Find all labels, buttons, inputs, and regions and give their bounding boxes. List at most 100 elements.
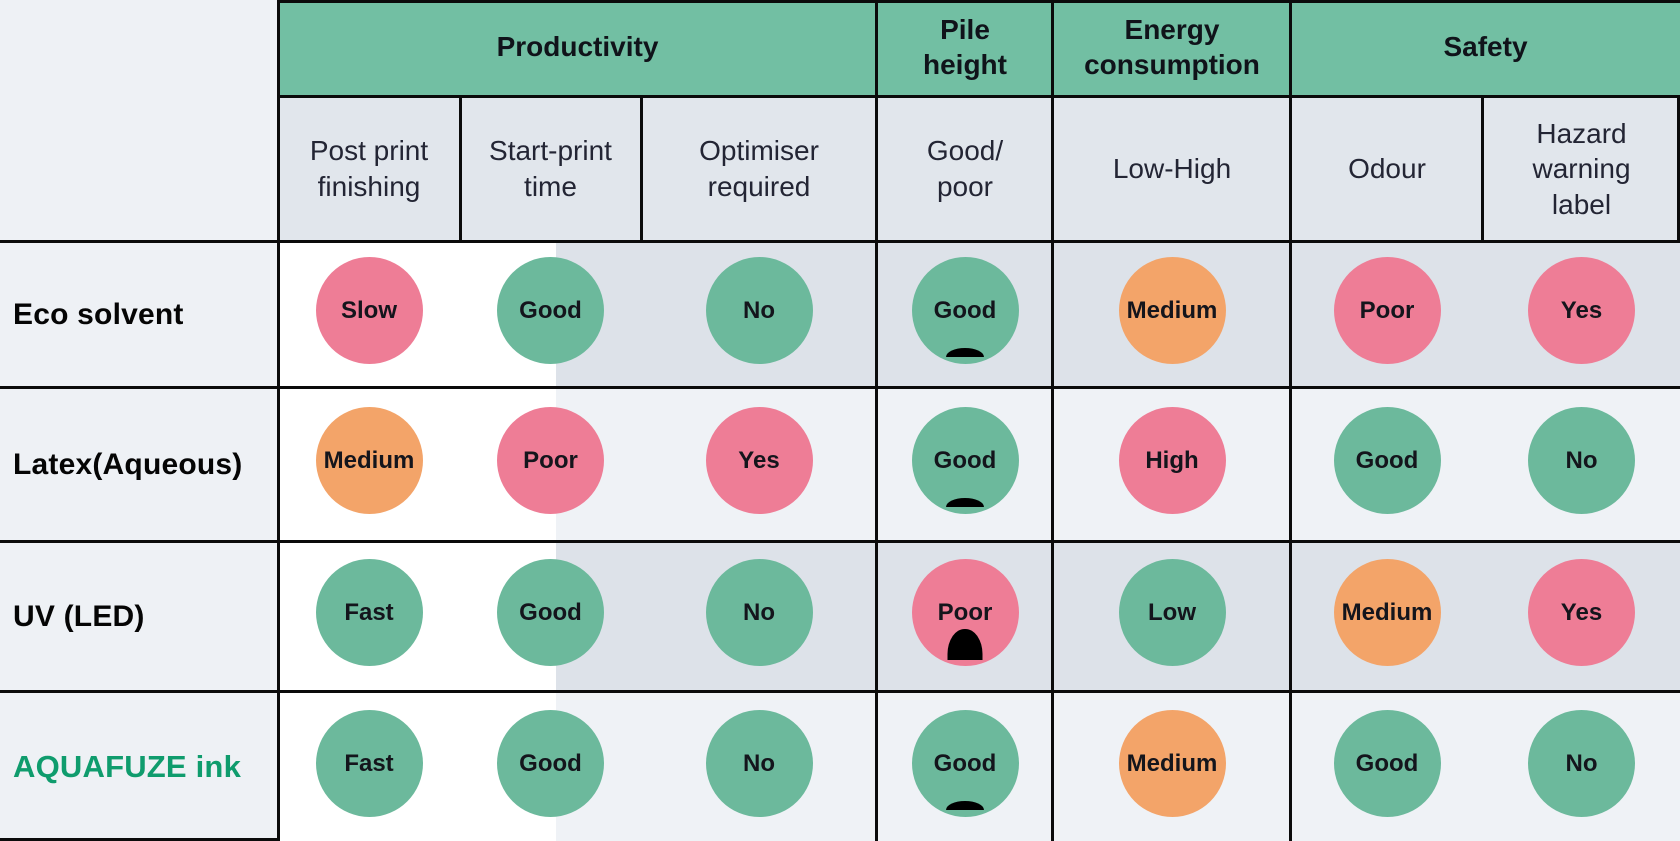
cell-eco-solvent-post-print-finishing: Slow (278, 243, 460, 386)
horizontal-grid-line (0, 540, 1680, 543)
rating-circle-bad: Poor (1333, 257, 1441, 364)
subheader-good-poor: Good/ poor (926, 135, 1004, 202)
rating-circle-good: Good (497, 257, 604, 364)
cell-aquafuze-ink-optimiser-required: No (641, 693, 877, 841)
rating-circle-good: No (705, 710, 813, 817)
cell-latex-aqueous-start-print-time: Poor (460, 389, 641, 540)
cell-uv-led-post-print-finishing: Fast (278, 543, 460, 690)
horizontal-grid-line (0, 690, 1680, 693)
vertical-grid-line (277, 0, 280, 841)
group-header-background (278, 0, 1680, 95)
rating-circle-good: Fast (315, 710, 423, 817)
rating-circle-bad: Poor (497, 407, 604, 514)
rating-text: Yes (738, 446, 780, 474)
pile-height-indicator-low (946, 348, 984, 357)
subheader-optimiser-required: Optimiser required (699, 135, 819, 202)
rating-circle-medium: Medium (1118, 710, 1226, 817)
cell-uv-led-odour: Medium (1291, 543, 1483, 690)
rating-text: Medium (1341, 598, 1433, 626)
rating-circle-medium: Medium (1118, 257, 1226, 364)
vertical-grid-line (459, 95, 462, 243)
cell-latex-aqueous-low-high: High (1053, 389, 1291, 540)
pile-height-indicator-high (947, 629, 983, 660)
rating-text: No (1565, 749, 1598, 777)
cell-aquafuze-ink-low-high: Medium (1053, 693, 1291, 841)
horizontal-grid-line (278, 95, 1680, 98)
subheader-background (278, 95, 1680, 243)
vertical-grid-line (1051, 0, 1054, 841)
rating-circle-medium: Medium (315, 407, 423, 514)
rating-circle-bad: Slow (315, 257, 423, 364)
cell-aquafuze-ink-start-print-time: Good (460, 693, 641, 841)
cell-uv-led-hazard-warning-label: Yes (1483, 543, 1680, 690)
vertical-grid-line (1481, 95, 1484, 243)
horizontal-grid-line (0, 240, 1680, 243)
cell-uv-led-good-poor: Poor (877, 543, 1053, 690)
subheader-low-high: Low-High (1112, 153, 1232, 185)
rating-text: Yes (1560, 598, 1603, 626)
rating-text: Poor (1359, 296, 1415, 324)
cell-latex-aqueous-optimiser-required: Yes (641, 389, 877, 540)
subheader-post-print-finishing: Post print finishing (309, 135, 429, 202)
pile-height-indicator-low (946, 498, 984, 507)
row-label-aquafuze-ink: AQUAFUZE ink (13, 749, 242, 784)
rating-text: Yes (1560, 296, 1603, 324)
rating-text: Good (519, 749, 582, 777)
cell-uv-led-low-high: Low (1053, 543, 1291, 690)
cell-aquafuze-ink-good-poor: Good (877, 693, 1053, 841)
row-label-eco-solvent: Eco solvent (13, 297, 184, 331)
rating-circle-good: Fast (315, 559, 423, 666)
rating-circle-bad: Yes (1528, 559, 1635, 666)
rating-text: Good (933, 446, 997, 474)
cell-latex-aqueous-good-poor: Good (877, 389, 1053, 540)
vertical-grid-line (1677, 95, 1680, 243)
rating-text: Good (519, 296, 582, 324)
rating-text: Medium (1126, 749, 1218, 777)
rating-circle-bad: High (1118, 407, 1226, 514)
cell-eco-solvent-optimiser-required: No (641, 243, 877, 386)
rating-text: Slow (340, 296, 397, 324)
rating-text: Poor (937, 598, 993, 626)
row-label-column-background (0, 0, 278, 841)
rating-text: No (743, 296, 775, 324)
rating-text: Medium (1126, 296, 1218, 324)
cell-latex-aqueous-odour: Good (1291, 389, 1483, 540)
cell-aquafuze-ink-post-print-finishing: Fast (278, 693, 460, 841)
rating-text: Good (519, 598, 582, 626)
cell-uv-led-start-print-time: Good (460, 543, 641, 690)
rating-circle-good: Good (497, 710, 604, 817)
rating-text: Poor (523, 446, 578, 474)
rating-circle-bad: Yes (705, 407, 813, 514)
subheader-odour: Odour (1348, 153, 1426, 185)
cell-latex-aqueous-hazard-warning-label: No (1483, 389, 1680, 540)
rating-text: No (743, 598, 775, 626)
group-header-energy-consumption: Energy consumption (1084, 14, 1260, 80)
rating-circle-good: No (1528, 407, 1635, 514)
rating-text: Fast (344, 598, 394, 626)
group-header-safety: Safety (1443, 31, 1528, 63)
group-header-productivity: Productivity (496, 31, 659, 63)
rating-circle-good: No (705, 559, 813, 666)
cell-aquafuze-ink-odour: Good (1291, 693, 1483, 841)
subheader-hazard-warning-label: Hazard warning label (1532, 117, 1631, 220)
rating-text: Good (1355, 749, 1419, 777)
rating-text: Good (933, 749, 997, 777)
cell-aquafuze-ink-hazard-warning-label: No (1483, 693, 1680, 841)
vertical-grid-line (875, 0, 878, 841)
vertical-grid-line (640, 95, 643, 243)
horizontal-grid-line (0, 838, 278, 841)
cell-eco-solvent-hazard-warning-label: Yes (1483, 243, 1680, 386)
cell-eco-solvent-odour: Poor (1291, 243, 1483, 386)
row-label-latex-aqueous: Latex(Aqueous) (13, 447, 243, 481)
rating-circle-good: Good (1333, 710, 1441, 817)
cell-uv-led-optimiser-required: No (641, 543, 877, 690)
horizontal-grid-line (278, 0, 1680, 3)
group-header-pile-height: Pile height (923, 14, 1007, 80)
vertical-grid-line (1289, 0, 1292, 841)
cell-latex-aqueous-post-print-finishing: Medium (278, 389, 460, 540)
cell-eco-solvent-good-poor: Good (877, 243, 1053, 386)
subheader-start-print-time: Start-print time (489, 135, 612, 202)
rating-circle-good: No (705, 257, 813, 364)
cell-eco-solvent-low-high: Medium (1053, 243, 1291, 386)
